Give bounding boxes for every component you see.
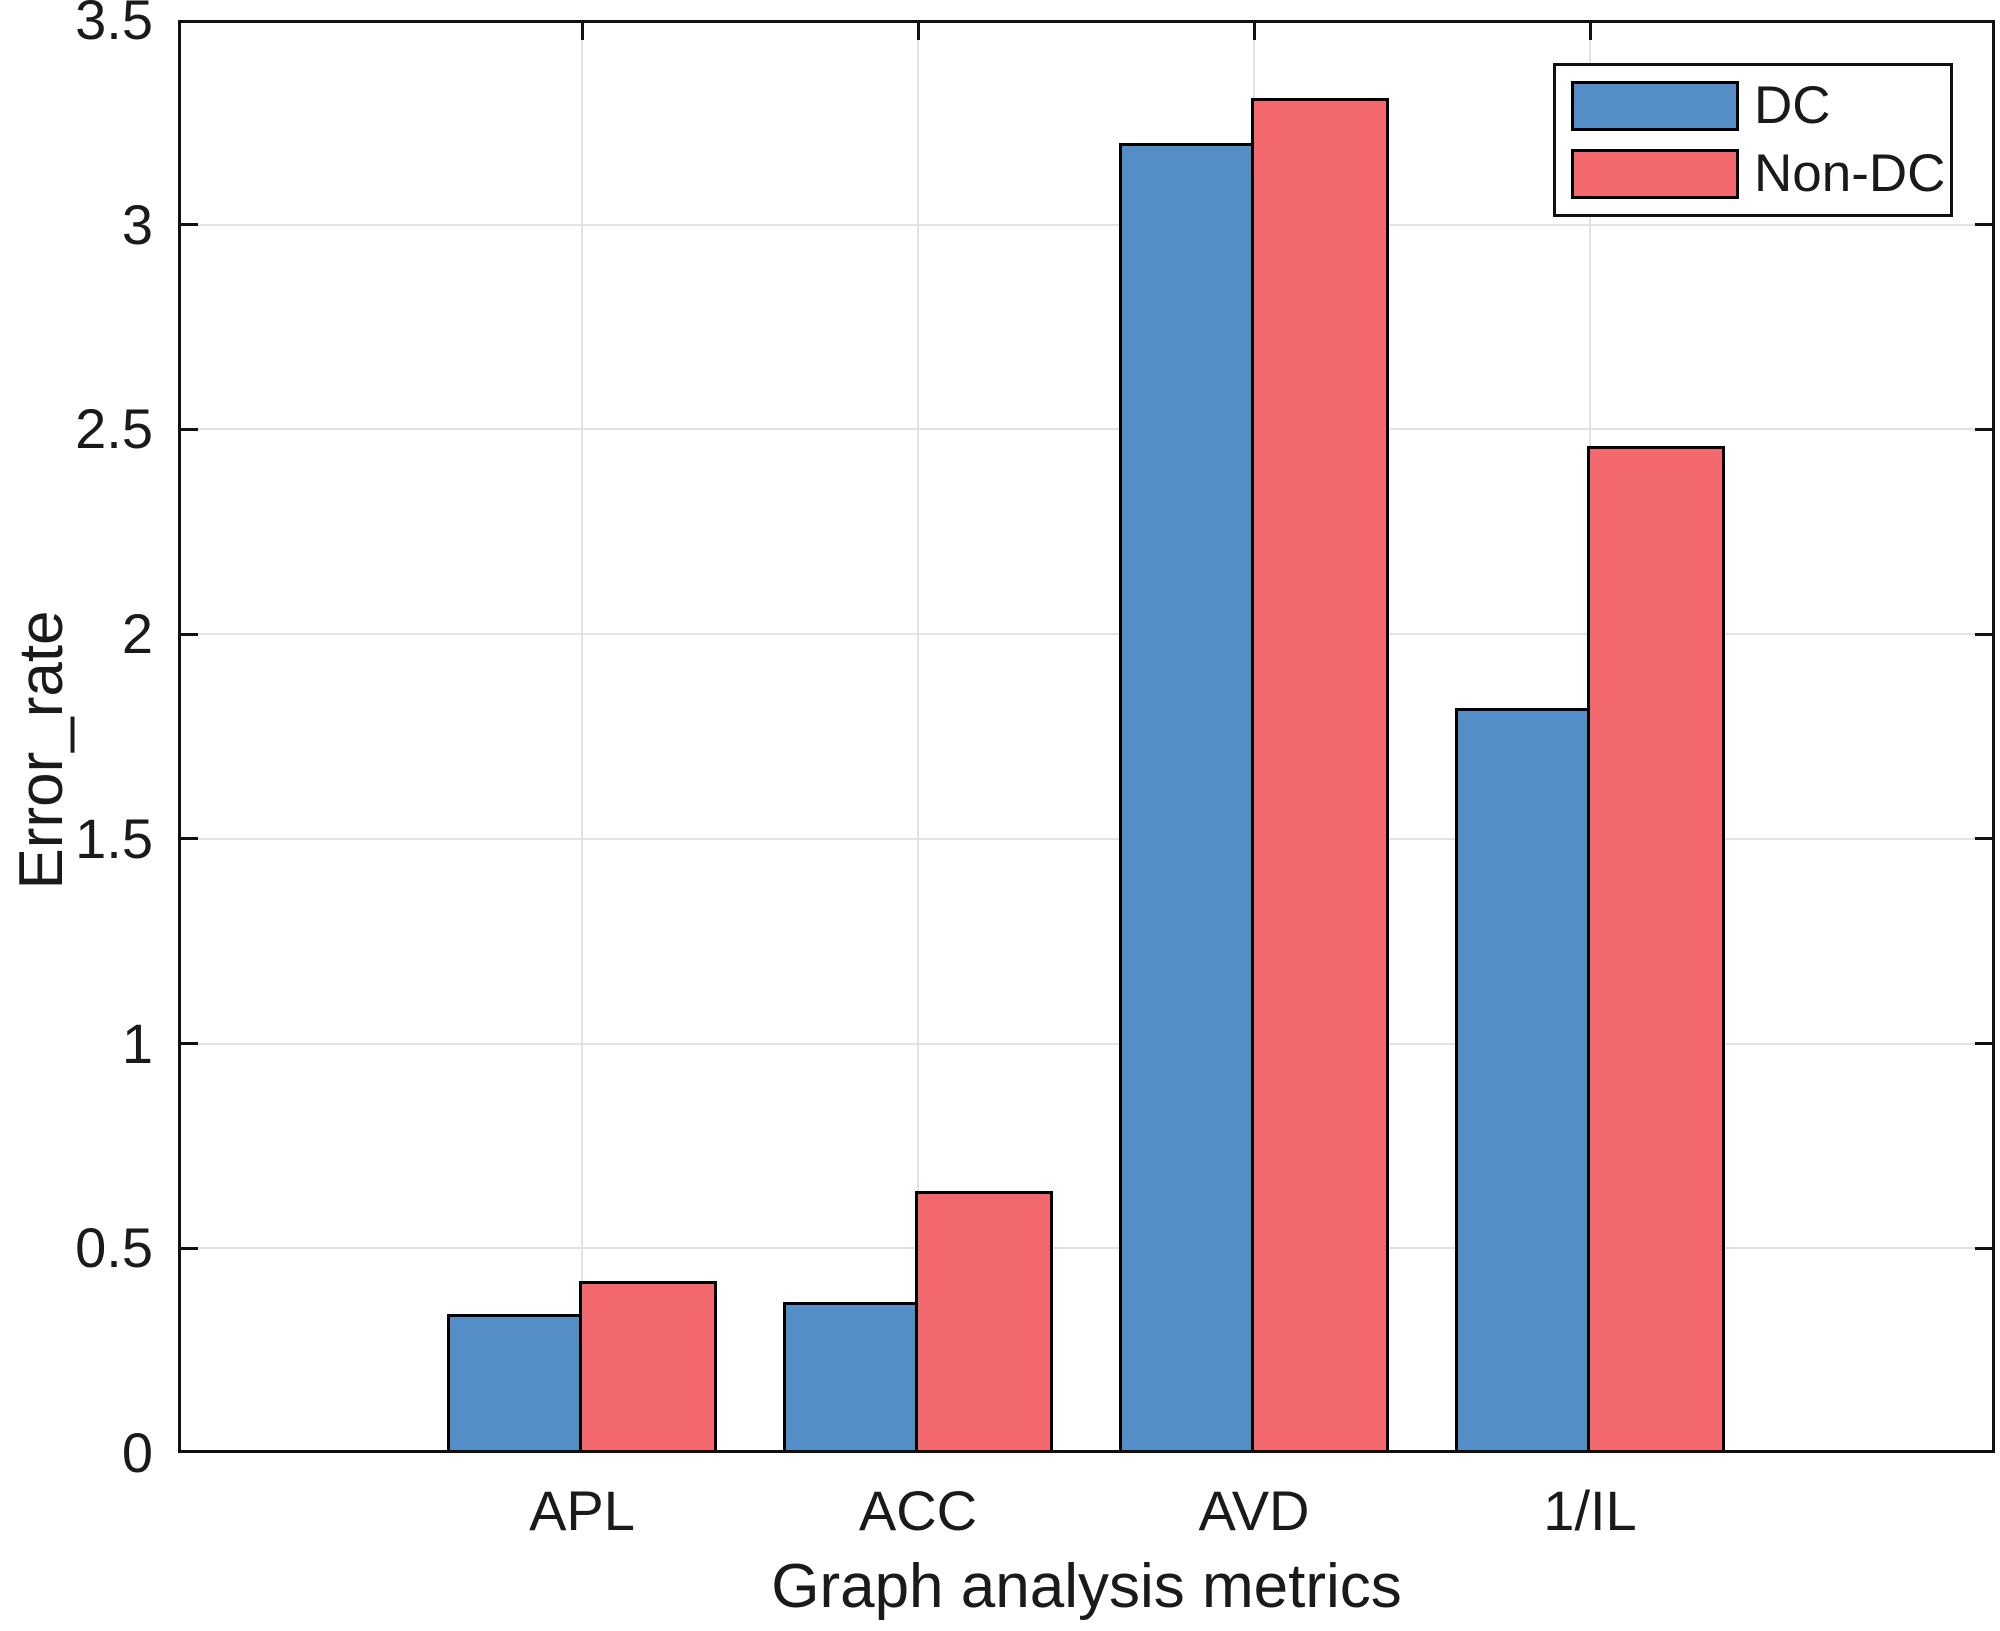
legend: DC Non-DC [1553,63,1953,217]
y-tick-label-3: 3 [121,192,153,256]
v-gridline-apl [581,20,583,1453]
x-tick-top-1-il [1588,20,1592,40]
h-gridline [178,1247,1995,1250]
x-tick-label-avd: AVD [1198,1479,1310,1542]
x-tick-top-acc [916,20,920,40]
x-tick-top-avd [1252,20,1256,40]
y-tick-label-0: 0 [121,1421,153,1484]
y-tick-label-2_5: 2.5 [75,397,153,461]
legend-label-non-dc: Non-DC [1754,144,1946,203]
y-tick-right [1975,1246,1995,1250]
y-tick-right [1975,837,1995,841]
bar-dc-avd [1119,143,1254,1453]
bar-non-dc-apl [579,1281,717,1453]
bar-dc-apl [447,1314,582,1453]
h-gridline [178,428,1995,431]
legend-label-dc: DC [1754,76,1831,135]
x-tick-label-acc: ACC [858,1479,978,1542]
bar-dc-1-il [1455,708,1590,1453]
y-tick-left [178,427,198,431]
y-tick-label-2: 2 [121,602,153,666]
legend-swatch-dc [1571,81,1739,131]
bar-dc-acc [783,1302,918,1453]
plot-area: DC Non-DC [178,20,1995,1453]
x-axis-label: Graph analysis metrics [771,1552,1402,1621]
bar-non-dc-acc [915,1191,1053,1453]
y-tick-left [178,632,198,636]
y-tick-right [1975,632,1995,636]
legend-swatch-non-dc [1571,149,1739,199]
y-tick-label-1_5: 1.5 [75,806,153,870]
y-tick-left [178,837,198,841]
x-tick-label-apl: APL [529,1479,635,1542]
y-tick-right [1975,1042,1995,1046]
y-tick-label-1: 1 [121,1011,153,1075]
y-tick-right [1975,427,1995,431]
bar-non-dc-avd [1251,98,1389,1453]
y-tick-left [178,1042,198,1046]
y-tick-right [1975,223,1995,227]
y-tick-left [178,1246,198,1250]
h-gridline [178,1042,1995,1045]
v-gridline-acc [917,20,919,1453]
h-gridline [178,223,1995,226]
h-gridline [178,633,1995,636]
y-tick-label-0_5: 0.5 [75,1216,153,1280]
bar-non-dc-1-il [1587,446,1725,1453]
y-tick-label-3_5: 3.5 [75,0,153,51]
x-tick-top-apl [580,20,584,40]
y-tick-left [178,223,198,227]
h-gridline [178,837,1995,840]
x-tick-label-1-il: 1/IL [1543,1479,1637,1542]
